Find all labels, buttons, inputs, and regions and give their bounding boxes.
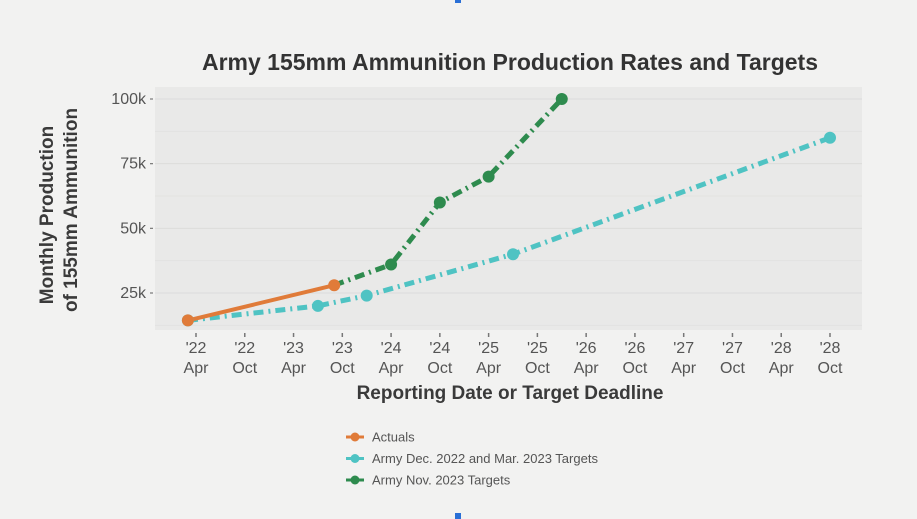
x-tick-label-month: Apr [769,360,795,377]
x-tick-label-year: '27 [722,340,743,357]
x-tick-label-month: Oct [622,360,647,377]
data-point [311,299,324,312]
x-tick-label-month: Oct [232,360,257,377]
x-tick-label-month: Oct [427,360,452,377]
legend-label: Army Nov. 2023 Targets [372,473,511,488]
x-tick-label-month: Apr [476,360,502,377]
x-tick-label-year: '28 [771,340,792,357]
data-point [555,93,568,105]
data-point [824,131,836,144]
y-axis-title-line2: of 155mm Ammunition [61,108,82,312]
plot-area [155,87,862,330]
legend: Actuals Army Dec. 2022 and Mar. 2023 Targ… [346,430,598,488]
y-tick-label: 50k [120,220,147,237]
legend-swatch-dot [350,432,360,442]
x-tick-label-month: Oct [818,360,843,377]
y-tick-label: 25k [120,285,147,302]
data-point [482,170,495,183]
x-axis: '22 Apr '22 Oct '23 Apr '23 Oct '24 Apr '24 Oct '25 A… [184,333,843,377]
chart-title: Army 155mm Ammunition Production Rates a… [202,49,818,75]
y-axis-title-line1: Monthly Production [37,126,58,304]
x-tick-label-month: Apr [574,360,600,377]
series-points [181,93,836,327]
x-tick-label-year: '27 [673,340,694,357]
x-tick-label-year: '23 [283,340,304,357]
x-axis-title: Reporting Date or Target Deadline [357,383,664,404]
data-point [507,248,519,261]
x-tick-label-year: '25 [478,340,499,357]
data-point [385,258,398,271]
x-tick-label-year: '24 [429,340,450,357]
x-tick-label-year: '23 [332,340,353,357]
data-point [433,196,446,209]
x-tick-label-month: Apr [281,360,307,377]
y-axis: 25k 50k 75k 100k [111,91,153,302]
legend-swatch-dot [350,454,360,463]
data-point [181,314,194,327]
series-line-actuals [187,283,335,323]
legend-label: Actuals [372,430,415,445]
x-tick-label-year: '22 [186,340,207,357]
legend-label: Army Dec. 2022 and Mar. 2023 Targets [372,451,598,466]
x-tick-label-year: '25 [527,340,548,357]
x-tick-label-month: Oct [330,360,355,377]
top-edge-marker [455,0,461,3]
x-tick-label-month: Apr [184,360,210,377]
x-tick-label-month: Oct [720,360,745,377]
x-tick-label-month: Apr [379,360,405,377]
data-point [360,289,373,302]
x-tick-label-month: Oct [525,360,550,377]
y-tick-label: 100k [111,91,147,108]
gridlines [155,98,862,326]
data-point [328,279,341,292]
x-tick-label-year: '24 [381,340,402,357]
x-tick-label-year: '26 [576,340,597,357]
x-tick-label-year: '26 [624,340,645,357]
x-tick-label-year: '22 [234,340,255,357]
x-tick-label-year: '28 [820,340,841,357]
y-tick-label: 75k [120,156,147,173]
legend-swatch-dot [350,475,360,485]
x-tick-label-month: Apr [671,360,697,377]
